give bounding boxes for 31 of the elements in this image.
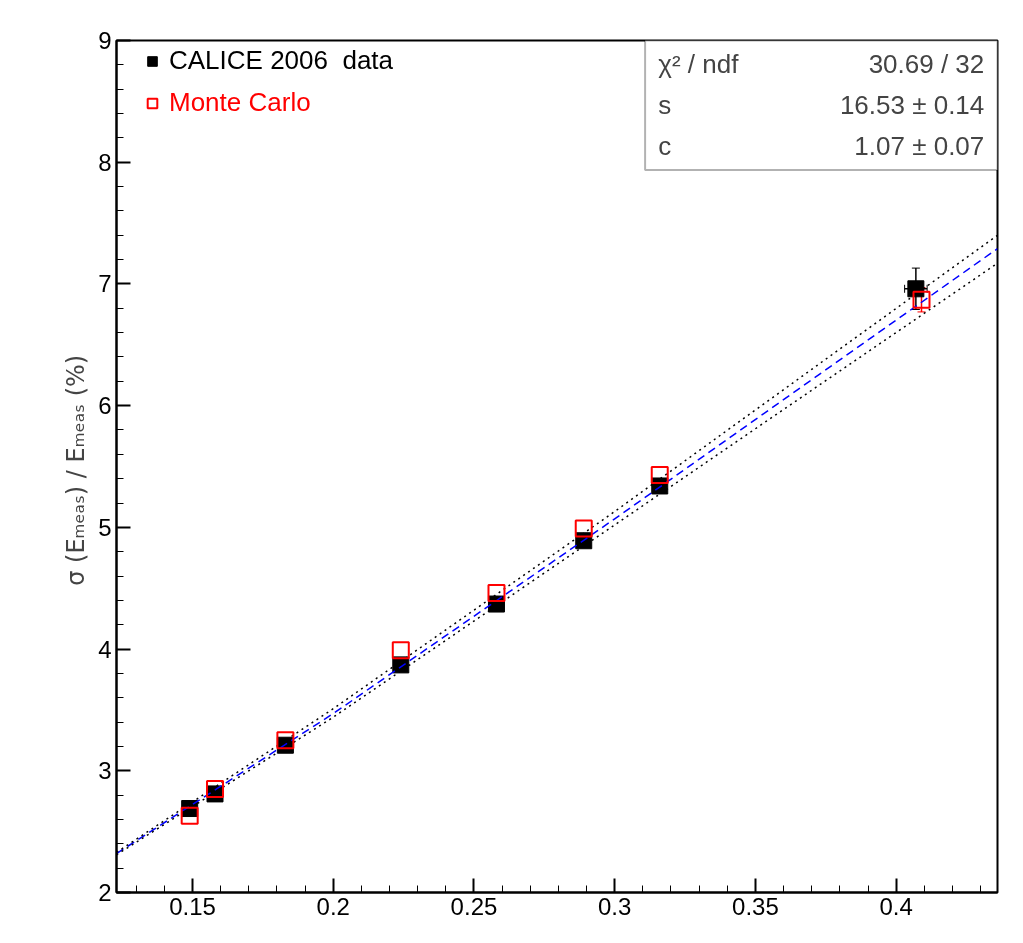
- y-tick-label: 2: [98, 879, 112, 906]
- x-tick-label: 0.4: [879, 892, 913, 920]
- point: [180, 806, 199, 825]
- annotation: χ² / ndf: [658, 49, 740, 80]
- point: [574, 519, 593, 538]
- y-tick-label: 7: [98, 270, 112, 298]
- x-tick-label: 0.2: [316, 892, 350, 920]
- y-tick-label: 5: [98, 513, 112, 541]
- x-tick-label: 0.25: [450, 892, 498, 920]
- x-tick-label: 0.15: [169, 892, 216, 920]
- legend-label: CALICE 2006 data: [169, 45, 394, 76]
- annotation: 16.53 ± 0.14: [839, 90, 985, 121]
- x-tick-label: 0.35: [732, 892, 779, 920]
- annotation: c: [658, 131, 672, 162]
- y-tick-label: 4: [98, 635, 112, 663]
- y-axis-title: σ (Eₘₑₐₛ) / Eₘₑₐₛ (%): [62, 354, 91, 586]
- legend-label: Monte Carlo: [169, 87, 311, 118]
- point: [391, 641, 410, 660]
- y-tick-label: 6: [98, 392, 112, 420]
- annotation: 30.69 / 32: [868, 49, 985, 80]
- point: [487, 584, 506, 603]
- y-tick-label: 3: [98, 757, 112, 785]
- annotation: s: [658, 90, 672, 121]
- point: [276, 731, 295, 750]
- y-tick-label: 8: [98, 148, 112, 176]
- y-tick-label: 9: [98, 27, 112, 54]
- x-tick-label: 0.3: [598, 892, 632, 920]
- point: [206, 780, 225, 799]
- point: [650, 466, 669, 485]
- point: [912, 290, 931, 309]
- annotation: 1.07 ± 0.07: [854, 131, 985, 162]
